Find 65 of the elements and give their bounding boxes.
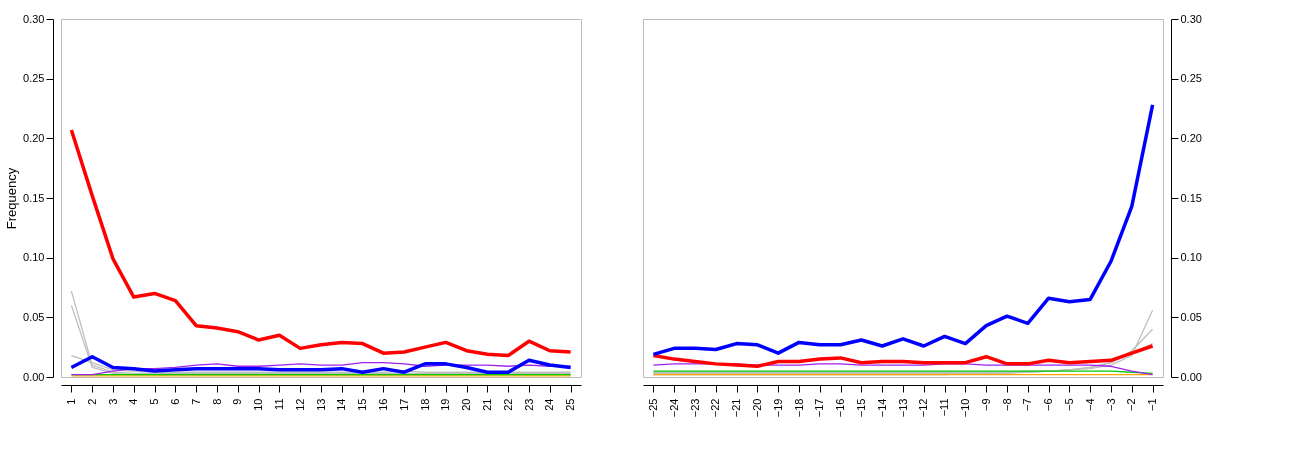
y-tick-label: 0.15 [1180,191,1202,204]
y-tick-label: 0.00 [23,370,45,383]
y-tick-label: 0.05 [23,310,45,323]
x-tick-label: −14 [875,398,888,418]
y-tick-label: 0.20 [1180,131,1202,144]
x-tick-label: −11 [938,398,951,417]
x-tick-label: 10 [252,398,265,411]
y-tick-label: 0.10 [23,251,45,264]
x-tick-label: 9 [231,398,244,405]
x-tick-label: −6 [1042,398,1055,412]
x-tick-label: −1 [1146,398,1159,412]
x-tick-label: 6 [168,398,181,405]
x-tick-label: 4 [127,398,140,405]
x-tick-label: −3 [1104,398,1117,412]
x-tick-label: −13 [896,398,909,418]
y-tick-label: 0.30 [23,12,45,25]
x-tick-label: −9 [979,398,992,412]
y-tick-label: 0.00 [1180,370,1202,383]
x-tick-label: −21 [730,398,743,418]
x-tick-label: 3 [106,398,119,405]
x-tick-label: 1 [64,398,77,405]
x-tick-label: −17 [813,398,826,418]
x-tick-label: −20 [750,398,763,418]
x-tick-label: −5 [1062,398,1075,412]
x-tick-label: 21 [480,398,493,411]
x-tick-label: −15 [854,398,867,418]
x-tick-label: −7 [1021,398,1034,412]
x-tick-label: 22 [501,398,514,411]
x-tick-label: 25 [564,398,577,411]
y-tick-label: 0.25 [23,72,45,85]
y-tick-label: 0.30 [1180,12,1202,25]
x-tick-label: 17 [397,398,410,411]
x-tick-label: −18 [792,398,805,418]
x-tick-label: −10 [958,398,971,418]
y-tick-label: 0.20 [23,131,45,144]
x-tick-label: −19 [771,398,784,418]
y-tick-label: 0.05 [1180,310,1202,323]
x-tick-label: 8 [210,398,223,405]
y-tick-label: 0.15 [23,191,45,204]
x-tick-label: −25 [646,398,659,418]
x-tick-label: 7 [189,398,202,405]
x-tick-label: 12 [293,398,306,411]
x-tick-label: 24 [543,398,556,411]
x-tick-label: 13 [314,398,327,411]
x-tick-label: −23 [688,398,701,418]
x-tick-label: 5 [148,398,161,405]
x-tick-label: −24 [667,398,680,418]
x-tick-label: 23 [522,398,535,411]
x-tick-label: −16 [834,398,847,418]
x-tick-label: 14 [335,398,348,411]
x-tick-label: −8 [1000,398,1013,412]
x-tick-label: −22 [709,398,722,418]
x-tick-label: 2 [85,398,98,405]
y-axis-title: Frequency [4,167,20,230]
y-tick-label: 0.25 [1180,72,1202,85]
x-tick-label: 18 [418,398,431,411]
y-tick-label: 0.10 [1180,251,1202,264]
x-tick-label: 16 [376,398,389,411]
x-tick-label: −12 [917,398,930,418]
x-tick-label: 11 [272,398,285,410]
x-tick-label: 20 [460,398,473,411]
x-tick-label: −2 [1125,398,1138,412]
x-tick-label: −4 [1083,398,1096,412]
x-tick-label: 15 [356,398,369,411]
x-tick-label: 19 [439,398,452,411]
